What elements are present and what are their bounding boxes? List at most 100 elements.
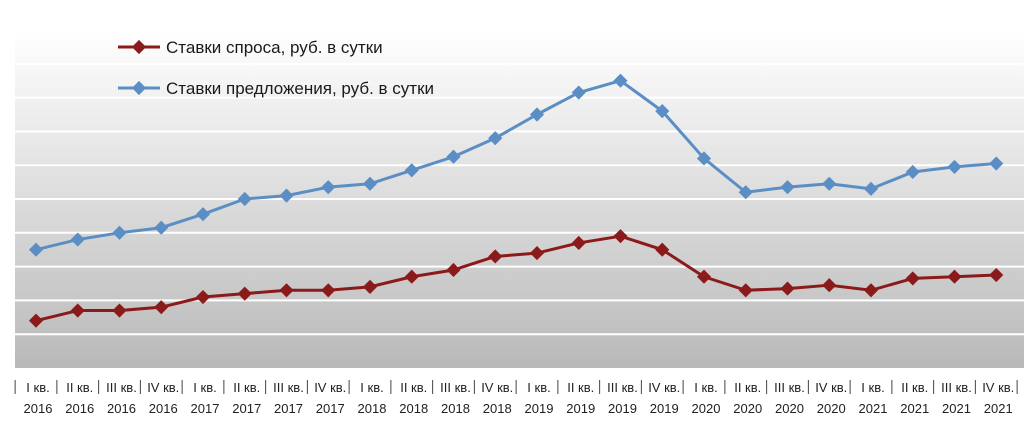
x-tick-quarter: II кв. — [734, 380, 761, 395]
x-tick-year: 2017 — [191, 401, 220, 416]
data-point-series-0 — [446, 262, 461, 278]
legend-item-supply: Ставки предложения, руб. в сутки — [118, 79, 434, 98]
data-point-series-0 — [780, 281, 795, 296]
series-layer — [28, 73, 1004, 328]
x-tick-quarter: IV кв. — [147, 380, 179, 395]
data-point-series-0 — [279, 283, 294, 298]
data-point-series-0 — [28, 313, 44, 328]
x-tick-year: 2020 — [692, 401, 721, 416]
data-point-series-1 — [655, 104, 670, 119]
x-tick-quarter: IV кв. — [648, 380, 680, 395]
data-point-series-1 — [613, 73, 628, 88]
x-tick-year: 2017 — [232, 401, 261, 416]
data-point-series-1 — [154, 220, 169, 235]
data-point-series-0 — [905, 271, 920, 286]
x-tick-year: 2019 — [608, 401, 637, 416]
data-point-series-1 — [947, 159, 962, 174]
data-point-series-1 — [195, 207, 211, 222]
x-tick-year: 2021 — [942, 401, 971, 416]
x-tick-year: 2019 — [566, 401, 595, 416]
x-tick-quarter: I кв. — [360, 380, 383, 395]
data-point-series-0 — [613, 229, 628, 244]
x-tick-year: 2018 — [483, 401, 512, 416]
x-tick-year: 2021 — [984, 401, 1013, 416]
x-tick-year: 2017 — [316, 401, 345, 416]
data-point-series-1 — [321, 180, 336, 195]
series-line-0 — [35, 234, 997, 323]
data-point-series-1 — [989, 156, 1004, 171]
x-tick-year: 2016 — [149, 401, 178, 416]
gridlines — [15, 62, 1024, 336]
x-tick-quarter: II кв. — [66, 380, 93, 395]
x-tick-year: 2021 — [859, 401, 888, 416]
data-point-series-0 — [863, 283, 879, 298]
data-point-series-0 — [362, 279, 378, 294]
x-tick-quarter: III кв. — [607, 380, 638, 395]
data-point-series-1 — [738, 185, 753, 200]
data-point-series-1 — [362, 176, 378, 191]
data-point-series-1 — [446, 149, 461, 164]
legend-label-supply: Ставки предложения, руб. в сутки — [166, 79, 434, 98]
data-point-series-0 — [70, 303, 85, 318]
legend-label-demand: Ставки спроса, руб. в сутки — [166, 38, 383, 57]
x-tick-quarter: IV кв. — [314, 380, 346, 395]
data-point-series-0 — [655, 242, 670, 257]
x-tick-year: 2018 — [358, 401, 387, 416]
data-point-series-0 — [947, 269, 962, 284]
x-tick-year: 2018 — [441, 401, 470, 416]
x-tick-year: 2016 — [24, 401, 53, 416]
x-tick-year: 2016 — [107, 401, 136, 416]
x-tick-quarter: IV кв. — [481, 380, 513, 395]
data-point-series-0 — [404, 269, 419, 284]
x-tick-quarter: I кв. — [193, 380, 216, 395]
data-point-series-1 — [905, 164, 920, 180]
x-tick-quarter: I кв. — [26, 380, 49, 395]
x-tick-quarter: I кв. — [861, 380, 884, 395]
data-point-series-1 — [571, 85, 586, 100]
data-point-series-0 — [154, 300, 169, 315]
x-tick-year: 2017 — [274, 401, 303, 416]
x-tick-quarter: IV кв. — [982, 380, 1014, 395]
x-tick-quarter: III кв. — [941, 380, 972, 395]
data-point-series-0 — [112, 303, 127, 318]
x-tick-year: 2018 — [399, 401, 428, 416]
data-point-series-1 — [863, 181, 879, 196]
x-tick-year: 2020 — [817, 401, 846, 416]
data-point-series-1 — [237, 191, 252, 207]
x-tick-quarter: II кв. — [901, 380, 928, 395]
x-tick-quarter: I кв. — [527, 380, 550, 395]
data-point-series-0 — [488, 249, 503, 264]
x-tick-quarter: III кв. — [440, 380, 471, 395]
data-point-series-0 — [696, 269, 712, 284]
x-tick-quarter: I кв. — [694, 380, 717, 395]
data-point-series-1 — [279, 188, 294, 203]
series-line-1 — [35, 79, 997, 252]
data-point-series-0 — [822, 278, 837, 293]
data-point-series-0 — [989, 267, 1004, 283]
data-point-series-0 — [321, 283, 336, 298]
data-point-series-1 — [488, 131, 503, 146]
data-point-series-1 — [822, 176, 837, 191]
x-tick-year: 2019 — [650, 401, 679, 416]
data-point-series-1 — [696, 151, 712, 166]
x-tick-quarter: II кв. — [567, 380, 594, 395]
data-point-series-0 — [571, 235, 586, 251]
data-point-series-1 — [404, 163, 419, 178]
data-point-series-0 — [195, 289, 211, 305]
x-tick-year: 2020 — [775, 401, 804, 416]
x-tick-year: 2019 — [525, 401, 554, 416]
x-tick-year: 2021 — [900, 401, 929, 416]
x-tick-quarter: II кв. — [233, 380, 260, 395]
data-point-series-0 — [529, 246, 545, 261]
data-point-series-1 — [780, 180, 795, 195]
data-point-series-1 — [529, 107, 545, 122]
data-point-series-0 — [237, 286, 252, 301]
x-tick-year: 2020 — [733, 401, 762, 416]
legend: Ставки спроса, руб. в сутки Ставки предл… — [118, 38, 434, 98]
x-tick-quarter: II кв. — [400, 380, 427, 395]
x-tick-quarter: III кв. — [106, 380, 137, 395]
x-axis-ticks: I кв. 2016 II кв. 2016 III кв. 2016 IV кв. 2016… — [14, 380, 1018, 416]
x-tick-quarter: III кв. — [774, 380, 805, 395]
x-tick-year: 2016 — [65, 401, 94, 416]
